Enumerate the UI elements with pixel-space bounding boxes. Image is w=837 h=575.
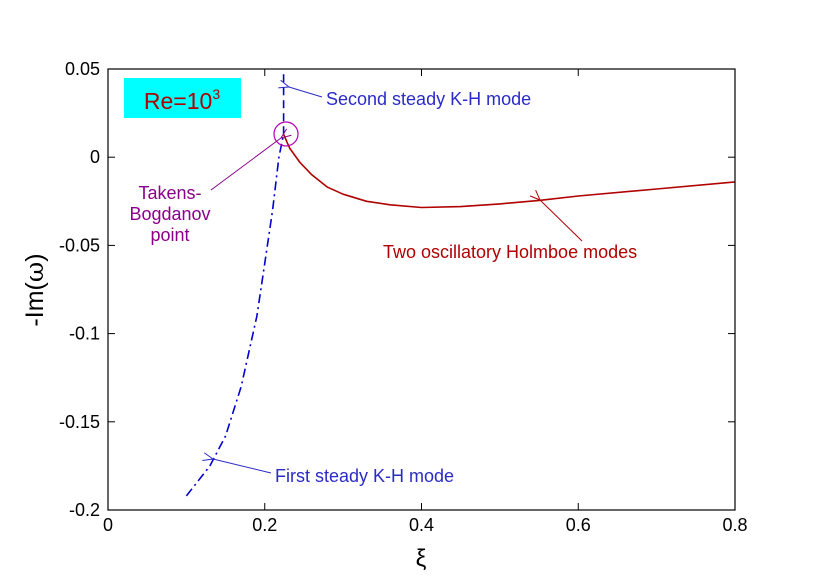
annotation-holmboe: Two oscillatory Holmboe modes	[383, 200, 637, 262]
y-axis-title: -Im(ω)	[20, 253, 49, 326]
legend-label-base: Re=10	[144, 88, 212, 114]
annotation-holmboe-text: Two oscillatory Holmboe modes	[383, 242, 637, 262]
takens-bogdanov-marker	[273, 121, 299, 147]
x-tick-label: 0.8	[722, 515, 747, 535]
y-axis-title-prefix: -Im(	[21, 281, 49, 326]
annotation-takens-bogdanov-arrow	[210, 138, 281, 191]
y-axis-title-symbol: ω	[20, 262, 49, 282]
annotation-holmboe-arrow	[540, 200, 583, 242]
annotation-second-kh-text: Second steady K-H mode	[326, 89, 531, 109]
series-layer	[185, 69, 736, 497]
takens-bogdanov-circle	[273, 121, 299, 147]
x-axis-title: ξ	[416, 545, 427, 572]
annotation-first-kh: First steady K-H mode	[213, 459, 454, 486]
legend-background	[124, 78, 241, 118]
y-axis-title-suffix: )	[21, 253, 49, 261]
y-tick-label: 0.05	[65, 59, 100, 79]
x-tick-label: 0.4	[409, 515, 434, 535]
plot-frame	[107, 68, 736, 511]
legend-label-superscript: 3	[212, 86, 220, 102]
y-tick-label: -0.05	[59, 235, 100, 255]
legend-label: Re=103	[144, 86, 220, 114]
annotation-takens-bogdanov-line-3: point	[150, 225, 189, 245]
x-tick-label: 0.2	[252, 515, 277, 535]
annotation-first-kh-arrow	[213, 459, 272, 474]
y-tick-label: -0.15	[59, 412, 100, 432]
ticks-layer: 0 0.2 0.4 0.6 0.8 0.05 0 -0.05 -0.1 -0.15 -0.2	[59, 59, 748, 535]
annotation-first-kh-text: First steady K-H mode	[275, 466, 454, 486]
annotation-takens-bogdanov-line-2: Bogdanov	[129, 204, 210, 224]
x-tick-label: 0.6	[566, 515, 591, 535]
x-tick-label: 0	[103, 515, 113, 535]
annotation-second-kh: Second steady K-H mode	[289, 87, 531, 109]
y-tick-label: -0.1	[69, 324, 100, 344]
annotation-takens-bogdanov: Takens- Bogdanov point	[129, 138, 281, 245]
y-tick-label: 0	[90, 147, 100, 167]
legend-box: Re=103	[124, 78, 241, 118]
series-line-1	[185, 134, 285, 497]
y-tick-label: -0.2	[69, 500, 100, 520]
annotation-takens-bogdanov-line-1: Takens-	[138, 183, 201, 203]
series-line-3	[282, 133, 736, 209]
annotation-second-kh-arrow	[289, 87, 323, 98]
